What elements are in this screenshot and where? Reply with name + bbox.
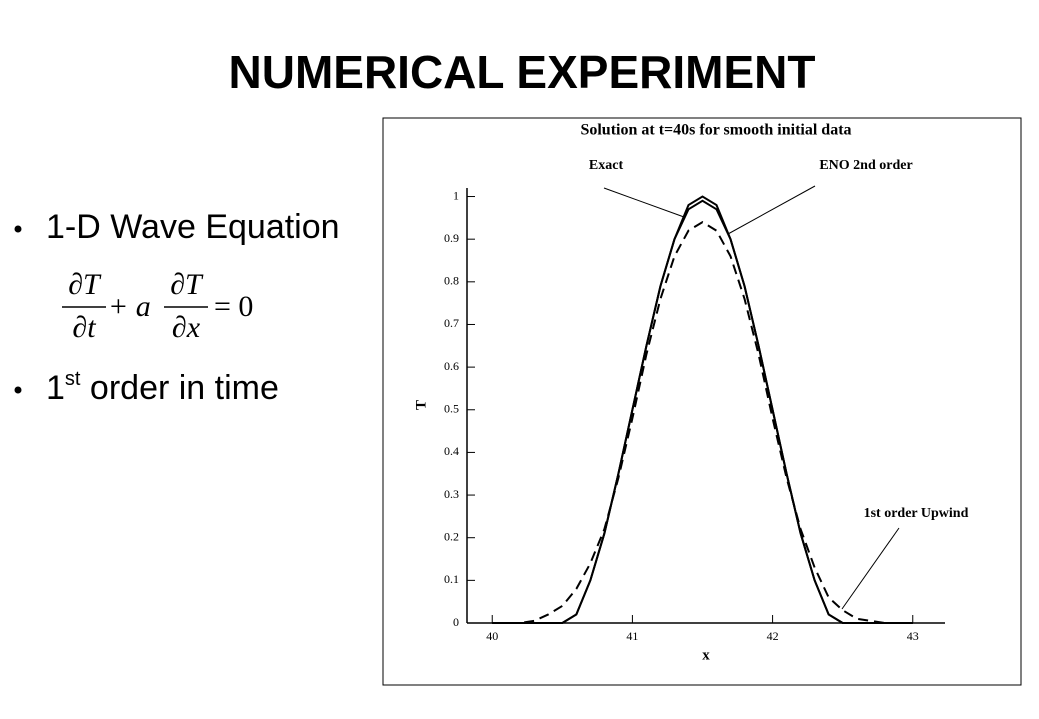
series-line — [492, 220, 913, 624]
bullet-dot — [14, 386, 22, 394]
bullet-text: 1st order in time — [46, 368, 279, 407]
y-tick-label: 0.8 — [444, 274, 459, 288]
bullet-dot — [14, 225, 22, 233]
slide-title: NUMERICAL EXPERIMENT — [229, 46, 816, 98]
series-line — [492, 195, 913, 624]
y-tick-label: 0.4 — [444, 444, 459, 458]
y-tick-label: 0 — [453, 615, 459, 629]
y-tick-label: 0.1 — [444, 572, 459, 586]
eq-denominator: ∂t — [72, 311, 96, 344]
y-tick-label: 0.7 — [444, 316, 459, 330]
bullet-rest: order in time — [80, 369, 278, 407]
bullet-superscript: st — [65, 368, 81, 390]
eq-rhs: = 0 — [214, 290, 253, 323]
x-tick-label: 43 — [907, 629, 919, 643]
x-tick-label: 42 — [767, 629, 779, 643]
series-line — [492, 199, 913, 624]
y-tick-label: 0.3 — [444, 487, 459, 501]
eq-numerator: ∂T — [68, 268, 102, 301]
x-axis-label: x — [702, 647, 710, 663]
y-tick-label: 0.6 — [444, 359, 459, 373]
eq-operator: + a — [108, 290, 151, 323]
annotation: 1st order Upwind — [864, 506, 969, 521]
annotation: Exact — [589, 158, 624, 173]
y-tick-label: 1 — [453, 188, 459, 202]
y-tick-label: 0.5 — [444, 402, 459, 416]
equation: ∂T ∂t + a ∂T ∂x = 0 — [62, 268, 253, 344]
y-axis-label: T — [413, 400, 429, 410]
chart-title: Solution at t=40s for smooth initial dat… — [580, 122, 851, 139]
leader-line — [727, 185, 816, 235]
leader-line — [841, 527, 900, 610]
eq-numerator: ∂T — [170, 268, 204, 301]
eq-denominator: ∂x — [172, 311, 201, 344]
annotation: ENO 2nd order — [819, 158, 912, 173]
y-tick-label: 0.9 — [444, 231, 459, 245]
leader-line — [603, 187, 685, 218]
y-tick-label: 0.2 — [444, 529, 459, 543]
chart-frame — [382, 117, 1022, 686]
x-tick-label: 40 — [486, 629, 498, 643]
bullet-text: 1-D Wave Equation — [46, 208, 340, 246]
bullet-number: 1 — [46, 369, 65, 407]
x-tick-label: 41 — [626, 629, 638, 643]
